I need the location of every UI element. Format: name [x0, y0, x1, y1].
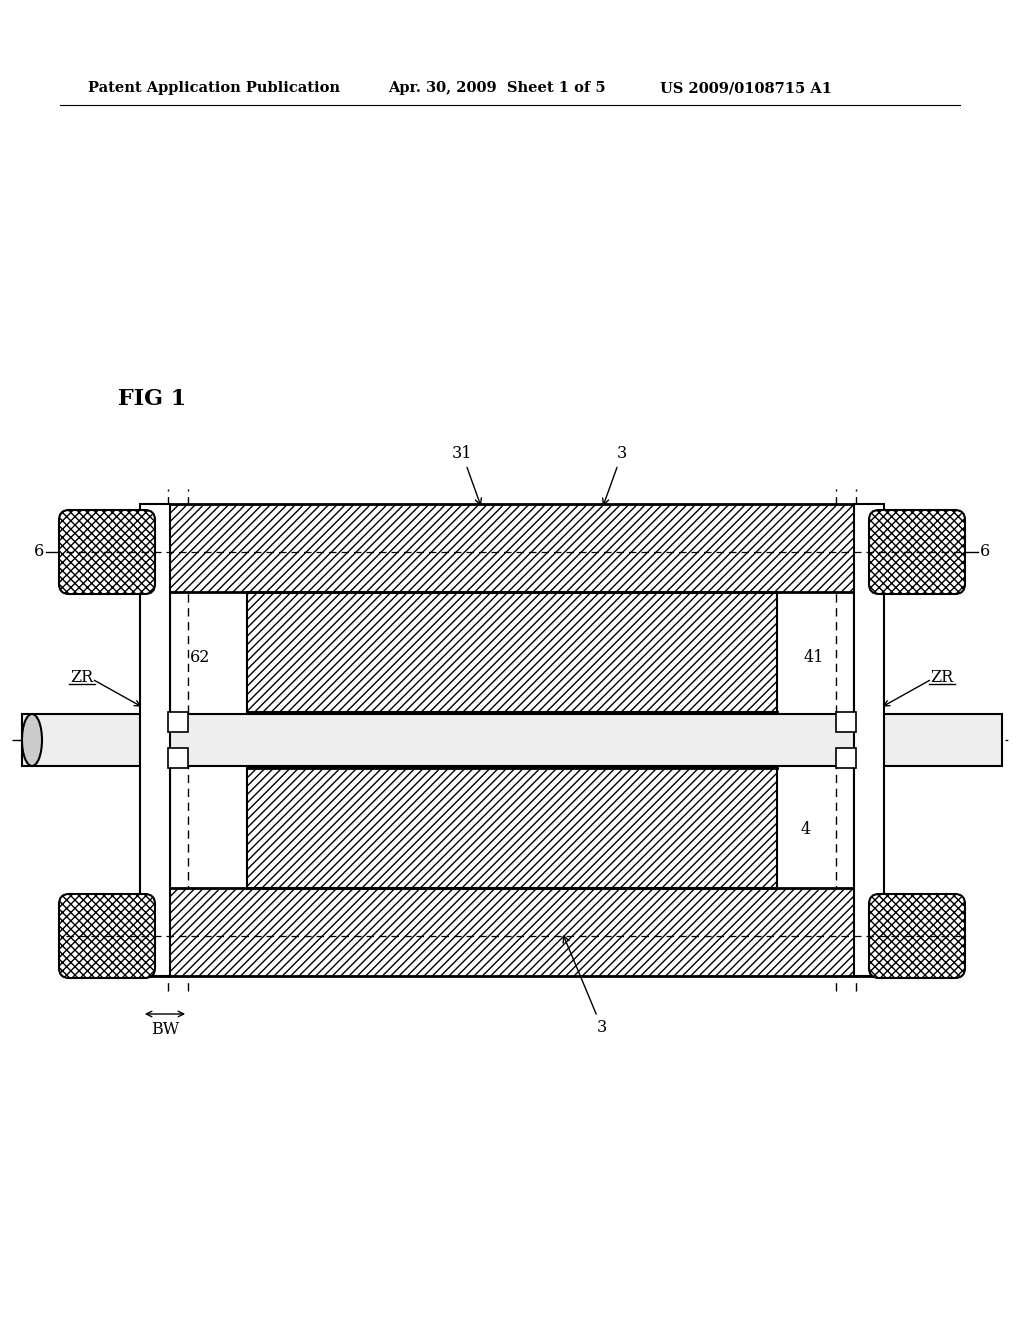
- Text: 10: 10: [110, 924, 130, 941]
- Text: ZR: ZR: [931, 668, 953, 685]
- Bar: [168, 711, 188, 733]
- Bar: [836, 748, 856, 768]
- Text: 31: 31: [452, 445, 481, 506]
- Bar: [142, 504, 882, 591]
- Text: FIG 1: FIG 1: [118, 388, 186, 411]
- Text: 5: 5: [982, 735, 992, 752]
- Bar: [140, 504, 170, 975]
- Bar: [22, 714, 1002, 766]
- Bar: [168, 748, 188, 768]
- Ellipse shape: [22, 714, 42, 766]
- Bar: [142, 888, 882, 975]
- FancyBboxPatch shape: [869, 510, 965, 594]
- FancyBboxPatch shape: [869, 894, 965, 978]
- Text: 4: 4: [801, 821, 811, 838]
- Text: 41: 41: [804, 649, 824, 667]
- Bar: [836, 711, 856, 733]
- Text: ZR: ZR: [71, 668, 93, 685]
- Text: Apr. 30, 2009  Sheet 1 of 5: Apr. 30, 2009 Sheet 1 of 5: [388, 81, 605, 95]
- Bar: [142, 591, 170, 888]
- Text: 6: 6: [980, 544, 990, 561]
- Bar: [854, 504, 884, 975]
- Text: 3: 3: [603, 445, 627, 506]
- Bar: [854, 591, 882, 888]
- Text: US 2009/0108715 A1: US 2009/0108715 A1: [660, 81, 831, 95]
- Text: A: A: [55, 729, 67, 746]
- Text: 6: 6: [34, 544, 44, 561]
- Bar: [247, 591, 777, 711]
- Text: 11: 11: [900, 924, 921, 941]
- Text: 3: 3: [563, 936, 607, 1036]
- Text: 62: 62: [189, 649, 210, 667]
- Text: BW: BW: [151, 1022, 179, 1039]
- Bar: [247, 768, 777, 888]
- FancyBboxPatch shape: [59, 510, 155, 594]
- FancyBboxPatch shape: [59, 894, 155, 978]
- Text: Patent Application Publication: Patent Application Publication: [88, 81, 340, 95]
